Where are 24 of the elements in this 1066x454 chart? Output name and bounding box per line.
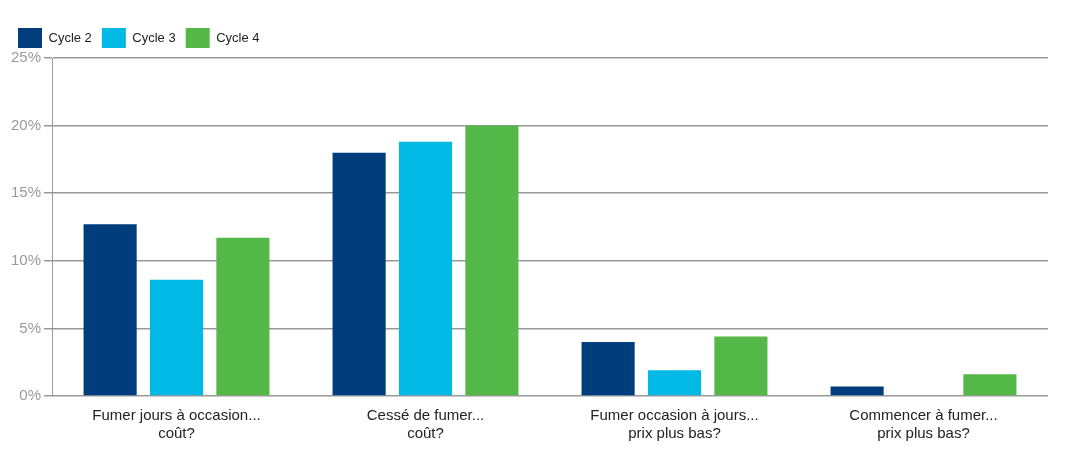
x-tick-label: Cessé de fumer... coût? (366, 406, 485, 442)
bar (83, 224, 137, 396)
legend-label: Cycle 3 (132, 29, 176, 45)
bar (216, 237, 270, 396)
legend-label: Cycle 2 (48, 29, 92, 45)
bar (714, 336, 768, 396)
legend-label: Cycle 4 (216, 29, 260, 45)
bar (647, 370, 702, 396)
x-tick-label: Fumer jours à occasion... coût? (92, 406, 261, 442)
y-tick-label: 15% (10, 183, 42, 201)
bar (332, 152, 386, 396)
y-tick-label: 25% (10, 48, 42, 66)
bar (581, 341, 635, 396)
bar (830, 386, 884, 396)
bar (465, 125, 519, 396)
x-tick-label: Commencer à fumer... prix plus bas? (849, 406, 998, 442)
bar (149, 279, 204, 396)
x-tick-label: Fumer occasion à jours... prix plus bas? (590, 406, 759, 442)
bar (398, 141, 453, 396)
y-tick-label: 20% (10, 115, 42, 133)
y-tick-label: 10% (10, 250, 42, 268)
y-tick-label: 0% (19, 386, 42, 404)
y-tick-label: 5% (19, 318, 42, 336)
bar (963, 374, 1017, 396)
